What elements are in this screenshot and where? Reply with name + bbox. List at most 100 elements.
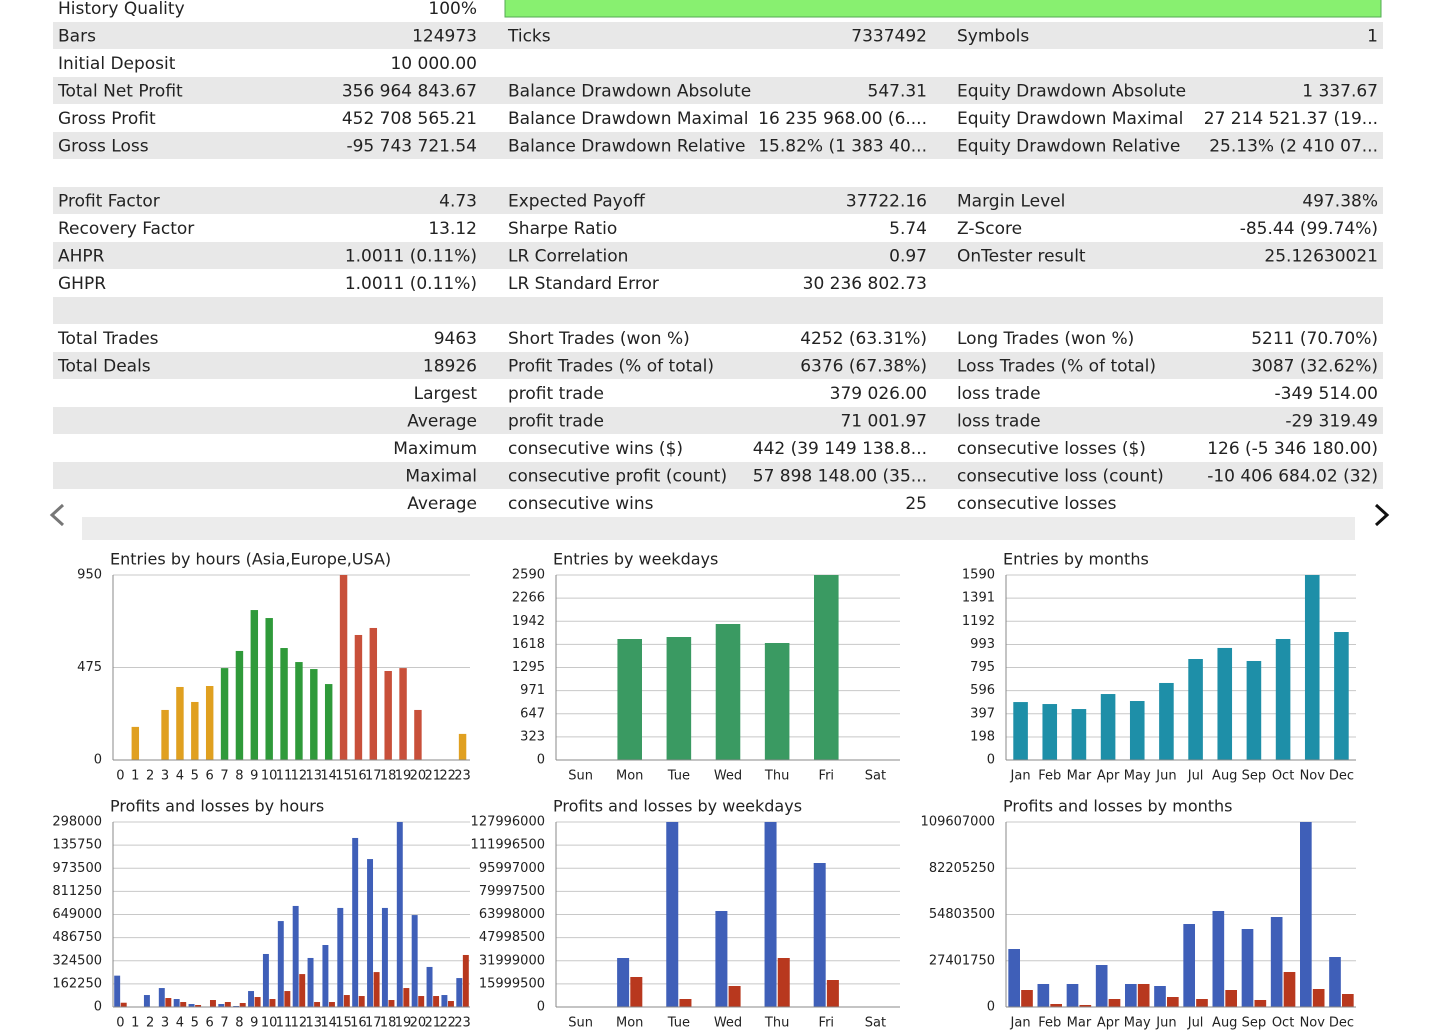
row-background — [53, 22, 1383, 49]
stat-value: 57 898 148.00 (35... — [753, 467, 927, 487]
x-tick-label: 17 — [365, 1016, 382, 1031]
row-background — [53, 407, 1383, 434]
bar — [314, 1002, 321, 1007]
stat-label: Total Deals — [57, 357, 151, 377]
bar — [617, 958, 630, 1007]
y-tick-label: 1942 — [512, 614, 545, 629]
stat-label: Loss Trades (% of total) — [957, 357, 1156, 377]
bar — [1095, 965, 1108, 1007]
y-tick-label: 31999000 — [479, 953, 545, 968]
bar — [295, 662, 303, 760]
bar — [441, 995, 448, 1007]
x-tick-label: Feb — [1038, 1016, 1061, 1031]
x-tick-label: 9 — [250, 769, 258, 784]
y-tick-label: 0 — [537, 1000, 545, 1015]
stat-label: Gross Profit — [58, 109, 156, 129]
bar — [458, 733, 467, 760]
bar — [426, 966, 433, 1007]
y-tick-label: 647 — [520, 706, 545, 721]
y-tick-label: 63998000 — [479, 907, 545, 922]
bar — [1217, 647, 1233, 760]
bar — [324, 684, 333, 760]
bar — [1137, 983, 1150, 1007]
stat-value: 126 (-5 346 180.00) — [1207, 439, 1378, 459]
stat-label: consecutive wins — [508, 494, 654, 514]
prev-arrow[interactable] — [49, 503, 65, 527]
stat-value: 100% — [428, 0, 477, 19]
bar — [250, 610, 259, 760]
bar — [462, 954, 469, 1007]
bar — [1312, 989, 1325, 1007]
y-tick-label: 1590 — [962, 568, 995, 583]
y-tick-label: 1618 — [512, 637, 545, 652]
scrollbar[interactable] — [82, 517, 1355, 540]
x-tick-label: Feb — [1038, 769, 1061, 784]
chart-title: Entries by weekdays — [553, 550, 718, 569]
bar — [195, 1005, 202, 1007]
x-tick-label: 8 — [235, 1016, 243, 1031]
x-tick-label: 17 — [365, 769, 382, 784]
y-tick-label: 1391 — [962, 591, 995, 606]
x-tick-label: 7 — [220, 769, 228, 784]
x-tick-label: 8 — [235, 769, 243, 784]
stat-label: consecutive profit (count) — [508, 467, 727, 487]
bar — [1071, 709, 1087, 760]
bar — [1125, 983, 1137, 1007]
x-tick-label: Apr — [1097, 1016, 1120, 1031]
x-tick-label: Thu — [764, 1016, 789, 1031]
stat-value: 4.73 — [439, 192, 477, 212]
row-background — [53, 132, 1383, 159]
x-tick-label: 21 — [425, 1016, 442, 1031]
next-arrow[interactable] — [1374, 503, 1390, 527]
x-tick-label: Tue — [667, 1016, 690, 1031]
stats-table: History Quality 100% Bars 124973 Ticks 733749… — [53, 0, 1383, 514]
stat-value: 25.13% (2 410 07... — [1209, 137, 1378, 157]
bar — [384, 671, 392, 760]
x-tick-label: 4 — [176, 1016, 184, 1031]
bar — [262, 953, 269, 1007]
x-tick-label: 11 — [276, 769, 293, 784]
x-tick-label: Thu — [764, 769, 789, 784]
bar — [1196, 998, 1208, 1007]
x-tick-label: 18 — [380, 769, 397, 784]
x-tick-label: Mon — [616, 1016, 643, 1031]
bar — [414, 709, 422, 760]
chart-title: Entries by hours (Asia,Europe,USA) — [110, 550, 391, 569]
x-tick-label: 16 — [350, 769, 367, 784]
stat-label: Sharpe Ratio — [508, 219, 617, 239]
bar — [447, 1001, 454, 1007]
x-tick-label: 3 — [161, 769, 169, 784]
stat-value: 1.0011 (0.11%) — [345, 247, 477, 267]
bar — [191, 701, 199, 760]
bar — [161, 709, 169, 760]
bar — [381, 907, 388, 1007]
y-tick-label: 95997000 — [479, 861, 545, 876]
y-tick-label: 0 — [987, 1000, 995, 1015]
row-background — [53, 352, 1383, 379]
x-tick-label: Dec — [1329, 769, 1354, 784]
x-tick-label: May — [1124, 1016, 1151, 1031]
bar — [666, 637, 692, 760]
bar — [254, 997, 261, 1007]
y-tick-label: 162250 — [52, 976, 102, 991]
x-tick-label: 5 — [191, 1016, 199, 1031]
bar — [1129, 701, 1145, 760]
bar — [1283, 971, 1296, 1007]
x-tick-label: 5 — [191, 769, 199, 784]
y-tick-label: 79997500 — [479, 884, 545, 899]
bar — [1334, 632, 1349, 760]
stat-label: Equity Drawdown Absolute — [957, 82, 1186, 102]
stat-value: 547.31 — [868, 82, 927, 102]
x-tick-label: 20 — [410, 1016, 427, 1031]
stat-value: 124973 — [412, 27, 477, 47]
x-tick-label: 20 — [410, 769, 427, 784]
bar — [1342, 994, 1354, 1007]
x-tick-label: 19 — [395, 1016, 412, 1031]
stat-value: 5.74 — [889, 219, 927, 239]
stat-label: Equity Drawdown Maximal — [957, 109, 1183, 129]
bar — [180, 1002, 187, 1007]
bar — [1183, 924, 1195, 1007]
x-tick-label: 22 — [439, 769, 456, 784]
x-tick-label: Wed — [714, 769, 742, 784]
stat-value: 6376 (67.38%) — [800, 357, 927, 377]
